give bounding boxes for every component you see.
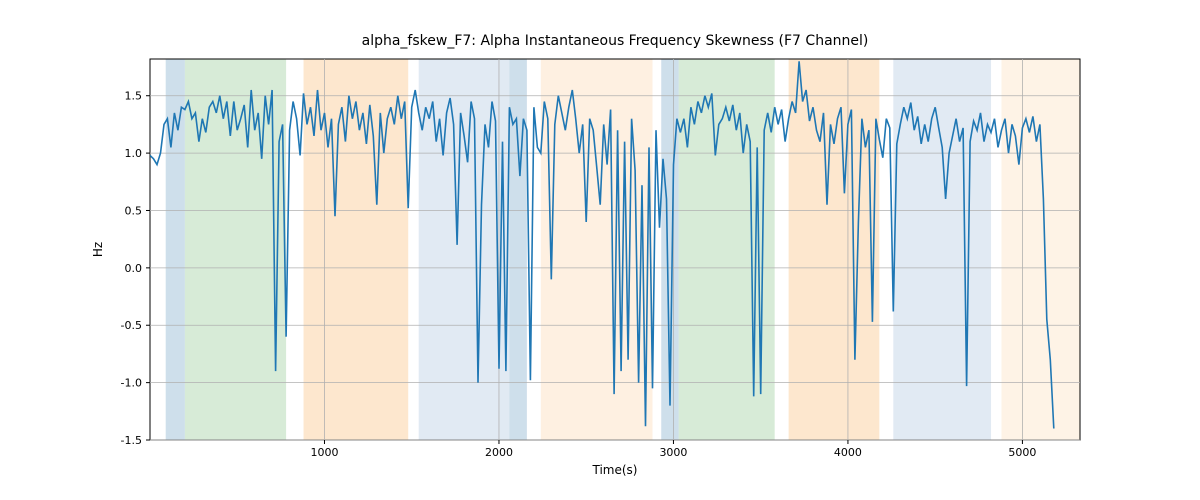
x-tick-label: 2000 — [485, 446, 513, 459]
x-tick-label: 3000 — [659, 446, 687, 459]
y-tick-label: 1.0 — [125, 147, 143, 160]
y-tick-label: 1.5 — [125, 90, 143, 103]
y-tick-label: 0.0 — [125, 262, 143, 275]
y-tick-label: 0.5 — [125, 204, 143, 217]
x-tick-label: 1000 — [310, 446, 338, 459]
x-tick-label: 5000 — [1008, 446, 1036, 459]
y-tick-label: -1.5 — [121, 434, 142, 447]
chart-title: alpha_fskew_F7: Alpha Instantaneous Freq… — [362, 33, 869, 49]
y-tick-label: -1.0 — [121, 377, 142, 390]
x-tick-label: 4000 — [834, 446, 862, 459]
chart-container: 1000 2000 3000 4000 5000 -1.5 -1.0 -0.5 0.0 0.5 1… — [0, 0, 1200, 500]
y-tick-label: -0.5 — [121, 319, 142, 332]
x-axis-label: Time(s) — [592, 463, 638, 477]
line-chart: 1000 2000 3000 4000 5000 -1.5 -1.0 -0.5 0.0 0.5 1… — [0, 0, 1200, 500]
y-axis-label: Hz — [91, 242, 105, 257]
